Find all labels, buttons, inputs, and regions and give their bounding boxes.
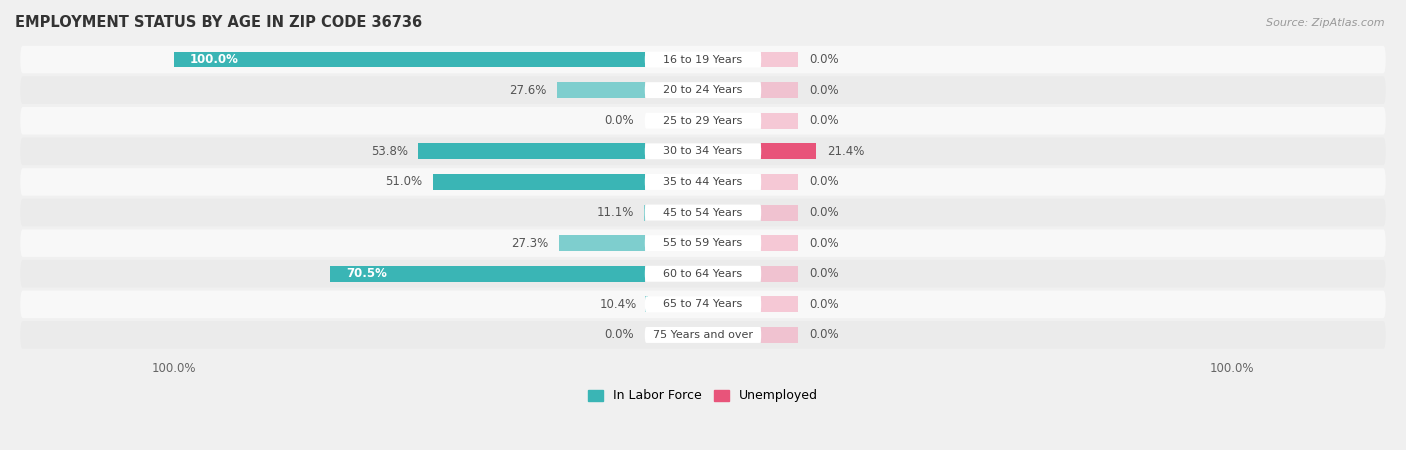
Bar xyxy=(761,205,799,220)
Text: 0.0%: 0.0% xyxy=(808,298,838,311)
Bar xyxy=(761,113,799,129)
Text: 0.0%: 0.0% xyxy=(605,114,634,127)
Text: 0.0%: 0.0% xyxy=(808,237,838,250)
FancyBboxPatch shape xyxy=(20,138,1386,165)
Text: 0.0%: 0.0% xyxy=(808,176,838,189)
Text: 20 to 24 Years: 20 to 24 Years xyxy=(664,85,742,95)
FancyBboxPatch shape xyxy=(645,174,761,190)
Text: 0.0%: 0.0% xyxy=(605,328,634,342)
Legend: In Labor Force, Unemployed: In Labor Force, Unemployed xyxy=(583,384,823,407)
Bar xyxy=(761,297,799,312)
Bar xyxy=(645,297,648,312)
Bar xyxy=(330,266,645,282)
Bar xyxy=(557,82,645,98)
Bar xyxy=(761,235,799,251)
FancyBboxPatch shape xyxy=(645,266,761,282)
FancyBboxPatch shape xyxy=(20,260,1386,288)
Text: 53.8%: 53.8% xyxy=(371,145,408,158)
FancyBboxPatch shape xyxy=(645,113,761,129)
Text: EMPLOYMENT STATUS BY AGE IN ZIP CODE 36736: EMPLOYMENT STATUS BY AGE IN ZIP CODE 367… xyxy=(15,15,422,30)
FancyBboxPatch shape xyxy=(645,235,761,251)
Text: 45 to 54 Years: 45 to 54 Years xyxy=(664,207,742,217)
Bar xyxy=(761,82,799,98)
Text: 27.3%: 27.3% xyxy=(510,237,548,250)
FancyBboxPatch shape xyxy=(20,291,1386,318)
Text: Source: ZipAtlas.com: Source: ZipAtlas.com xyxy=(1267,18,1385,28)
Text: 0.0%: 0.0% xyxy=(808,267,838,280)
Bar xyxy=(761,174,799,190)
Text: 10.4%: 10.4% xyxy=(600,298,637,311)
Text: 27.6%: 27.6% xyxy=(509,84,547,97)
Text: 21.4%: 21.4% xyxy=(827,145,865,158)
Bar xyxy=(174,52,645,68)
FancyBboxPatch shape xyxy=(20,107,1386,135)
Text: 35 to 44 Years: 35 to 44 Years xyxy=(664,177,742,187)
Text: 0.0%: 0.0% xyxy=(808,206,838,219)
FancyBboxPatch shape xyxy=(645,144,761,159)
Text: 70.5%: 70.5% xyxy=(346,267,387,280)
FancyBboxPatch shape xyxy=(645,52,761,68)
Text: 11.1%: 11.1% xyxy=(596,206,634,219)
Bar xyxy=(761,266,799,282)
Bar xyxy=(761,144,817,159)
Text: 0.0%: 0.0% xyxy=(808,328,838,342)
Text: 0.0%: 0.0% xyxy=(808,84,838,97)
Text: 0.0%: 0.0% xyxy=(808,53,838,66)
Text: 25 to 29 Years: 25 to 29 Years xyxy=(664,116,742,126)
FancyBboxPatch shape xyxy=(20,46,1386,73)
Bar xyxy=(761,52,799,68)
FancyBboxPatch shape xyxy=(20,168,1386,196)
Text: 65 to 74 Years: 65 to 74 Years xyxy=(664,299,742,309)
FancyBboxPatch shape xyxy=(20,199,1386,226)
Bar xyxy=(558,235,645,251)
FancyBboxPatch shape xyxy=(645,297,761,312)
Text: 100.0%: 100.0% xyxy=(190,53,239,66)
Bar xyxy=(433,174,645,190)
FancyBboxPatch shape xyxy=(20,76,1386,104)
Text: 16 to 19 Years: 16 to 19 Years xyxy=(664,54,742,64)
FancyBboxPatch shape xyxy=(645,205,761,220)
Text: 30 to 34 Years: 30 to 34 Years xyxy=(664,146,742,156)
Text: 0.0%: 0.0% xyxy=(808,114,838,127)
FancyBboxPatch shape xyxy=(20,230,1386,257)
Bar xyxy=(761,327,799,343)
FancyBboxPatch shape xyxy=(20,321,1386,349)
Bar xyxy=(418,144,645,159)
Text: 75 Years and over: 75 Years and over xyxy=(652,330,754,340)
Text: 60 to 64 Years: 60 to 64 Years xyxy=(664,269,742,279)
Text: 55 to 59 Years: 55 to 59 Years xyxy=(664,238,742,248)
FancyBboxPatch shape xyxy=(645,327,761,343)
Text: 51.0%: 51.0% xyxy=(385,176,423,189)
FancyBboxPatch shape xyxy=(645,82,761,98)
